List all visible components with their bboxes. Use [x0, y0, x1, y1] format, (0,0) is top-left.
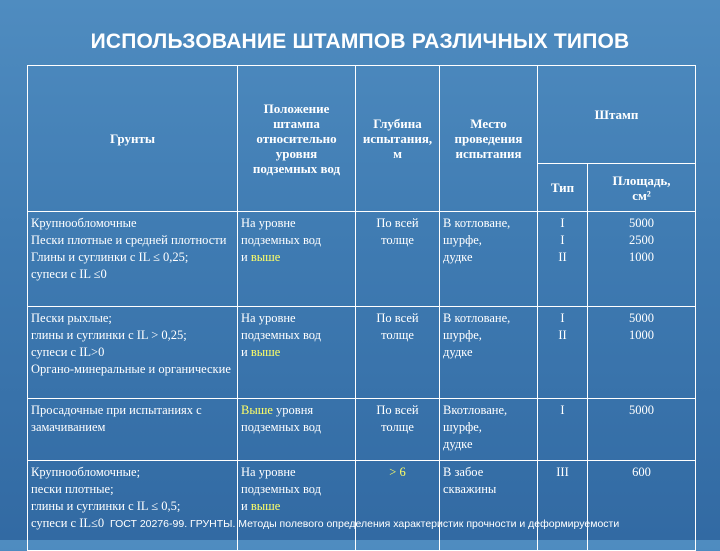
header-type: Тип	[537, 163, 588, 212]
cell-depth: По всей толще	[355, 306, 440, 399]
header-place: Место проведения испытания	[439, 65, 538, 212]
table-row: Крупнообломочные; пески плотные; глины и…	[27, 460, 697, 551]
highlight-text: выше	[250, 345, 281, 359]
table-row: Просадочные при испытаниях с замачивание…	[27, 398, 697, 461]
header-depth: Глубина испытания, м	[355, 65, 440, 212]
cell-place: В забое скважины	[439, 460, 538, 551]
cell-depth: > 6	[355, 460, 440, 551]
stamps-table: Грунты Положение штампа относительно уро…	[27, 65, 697, 551]
cell-type: I	[537, 398, 588, 461]
header-area: Площадь, см²	[586, 163, 697, 212]
cell-type: I I II	[537, 211, 588, 307]
cell-soil: Просадочные при испытаниях с замачивание…	[27, 398, 238, 461]
cell-area: 5000 1000	[586, 306, 697, 399]
header-soil: Грунты	[27, 65, 238, 212]
header-position: Положение штампа относительно уровня под…	[237, 65, 356, 212]
table-row: Крупнообломочные Пески плотные и средней…	[27, 211, 697, 307]
cell-place: В котловане, шурфе, дудке	[439, 211, 538, 307]
highlight-text: выше	[250, 250, 281, 264]
cell-position: На уровне подземных вод и выше	[237, 306, 356, 399]
table-header-row: Грунты Положение штампа относительно уро…	[27, 65, 697, 212]
cell-position: Выше уровня подземных вод	[237, 398, 356, 461]
cell-place: В котловане, шурфе, дудке	[439, 306, 538, 399]
cell-type: I II	[537, 306, 588, 399]
cell-position: На уровне подземных вод и выше	[237, 460, 356, 551]
header-stamp: Штамп	[536, 65, 697, 164]
footer-source-note: ГОСТ 20276-99. ГРУНТЫ. Методы полевого о…	[110, 518, 620, 530]
cell-area: 5000	[586, 398, 697, 461]
cell-position: На уровне подземных вод и выше	[237, 211, 356, 307]
cell-soil: Крупнообломочные Пески плотные и средней…	[27, 211, 238, 307]
page-title: ИСПОЛЬЗОВАНИЕ ШТАМПОВ РАЗЛИЧНЫХ ТИПОВ	[90, 30, 630, 53]
highlight-text: Выше	[241, 403, 273, 417]
cell-soil: Пески рыхлые; глины и суглинки с IL > 0,…	[27, 306, 238, 399]
cell-area: 5000 2500 1000	[586, 211, 697, 307]
cell-depth: По всей толще	[355, 211, 440, 307]
table-row: Пески рыхлые; глины и суглинки с IL > 0,…	[27, 306, 697, 399]
highlight-text: выше	[250, 499, 281, 513]
cell-type: III	[537, 460, 588, 551]
cell-area: 600	[586, 460, 697, 551]
cell-soil: Крупнообломочные; пески плотные; глины и…	[27, 460, 238, 551]
cell-place: Вкотловане, шурфе, дудке	[439, 398, 538, 461]
cell-depth: По всей толще	[355, 398, 440, 461]
